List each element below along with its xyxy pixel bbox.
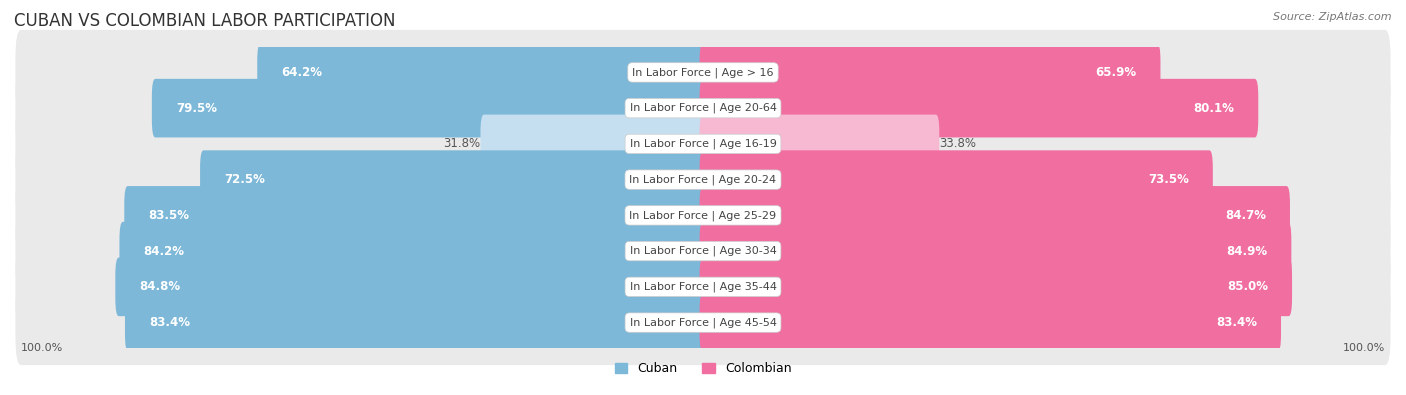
- Text: 84.2%: 84.2%: [143, 245, 184, 258]
- FancyBboxPatch shape: [15, 280, 1391, 365]
- Text: In Labor Force | Age 16-19: In Labor Force | Age 16-19: [630, 139, 776, 149]
- Text: CUBAN VS COLOMBIAN LABOR PARTICIPATION: CUBAN VS COLOMBIAN LABOR PARTICIPATION: [14, 12, 395, 30]
- FancyBboxPatch shape: [15, 245, 1391, 329]
- FancyBboxPatch shape: [115, 258, 706, 316]
- Text: In Labor Force | Age 30-34: In Labor Force | Age 30-34: [630, 246, 776, 256]
- Text: 83.4%: 83.4%: [1216, 316, 1257, 329]
- Text: In Labor Force | Age 25-29: In Labor Force | Age 25-29: [630, 210, 776, 221]
- Text: 72.5%: 72.5%: [224, 173, 266, 186]
- FancyBboxPatch shape: [700, 258, 1292, 316]
- Text: 100.0%: 100.0%: [21, 342, 63, 353]
- Legend: Cuban, Colombian: Cuban, Colombian: [610, 357, 796, 380]
- Text: 85.0%: 85.0%: [1227, 280, 1268, 293]
- FancyBboxPatch shape: [700, 150, 1213, 209]
- Text: In Labor Force | Age 45-54: In Labor Force | Age 45-54: [630, 317, 776, 328]
- FancyBboxPatch shape: [700, 43, 1160, 102]
- FancyBboxPatch shape: [700, 186, 1289, 245]
- Text: 79.5%: 79.5%: [176, 102, 217, 115]
- FancyBboxPatch shape: [700, 79, 1258, 137]
- FancyBboxPatch shape: [152, 79, 706, 137]
- Text: 65.9%: 65.9%: [1095, 66, 1136, 79]
- FancyBboxPatch shape: [15, 102, 1391, 186]
- Text: In Labor Force | Age 20-24: In Labor Force | Age 20-24: [630, 174, 776, 185]
- Text: 100.0%: 100.0%: [1343, 342, 1385, 353]
- Text: 84.8%: 84.8%: [139, 280, 180, 293]
- FancyBboxPatch shape: [15, 66, 1391, 150]
- FancyBboxPatch shape: [15, 209, 1391, 293]
- Text: 83.4%: 83.4%: [149, 316, 190, 329]
- Text: 84.7%: 84.7%: [1225, 209, 1265, 222]
- FancyBboxPatch shape: [700, 222, 1291, 280]
- Text: 83.5%: 83.5%: [149, 209, 190, 222]
- Text: 64.2%: 64.2%: [281, 66, 322, 79]
- FancyBboxPatch shape: [481, 115, 706, 173]
- FancyBboxPatch shape: [200, 150, 706, 209]
- FancyBboxPatch shape: [15, 173, 1391, 258]
- Text: In Labor Force | Age 20-64: In Labor Force | Age 20-64: [630, 103, 776, 113]
- Text: 33.8%: 33.8%: [939, 137, 976, 150]
- FancyBboxPatch shape: [700, 293, 1281, 352]
- Text: In Labor Force | Age 35-44: In Labor Force | Age 35-44: [630, 282, 776, 292]
- Text: In Labor Force | Age > 16: In Labor Force | Age > 16: [633, 67, 773, 78]
- FancyBboxPatch shape: [15, 30, 1391, 115]
- Text: 84.9%: 84.9%: [1226, 245, 1267, 258]
- FancyBboxPatch shape: [120, 222, 706, 280]
- FancyBboxPatch shape: [124, 186, 706, 245]
- FancyBboxPatch shape: [700, 115, 939, 173]
- FancyBboxPatch shape: [15, 137, 1391, 222]
- Text: 73.5%: 73.5%: [1147, 173, 1188, 186]
- Text: Source: ZipAtlas.com: Source: ZipAtlas.com: [1274, 12, 1392, 22]
- FancyBboxPatch shape: [257, 43, 706, 102]
- Text: 80.1%: 80.1%: [1194, 102, 1234, 115]
- Text: 31.8%: 31.8%: [443, 137, 481, 150]
- FancyBboxPatch shape: [125, 293, 706, 352]
